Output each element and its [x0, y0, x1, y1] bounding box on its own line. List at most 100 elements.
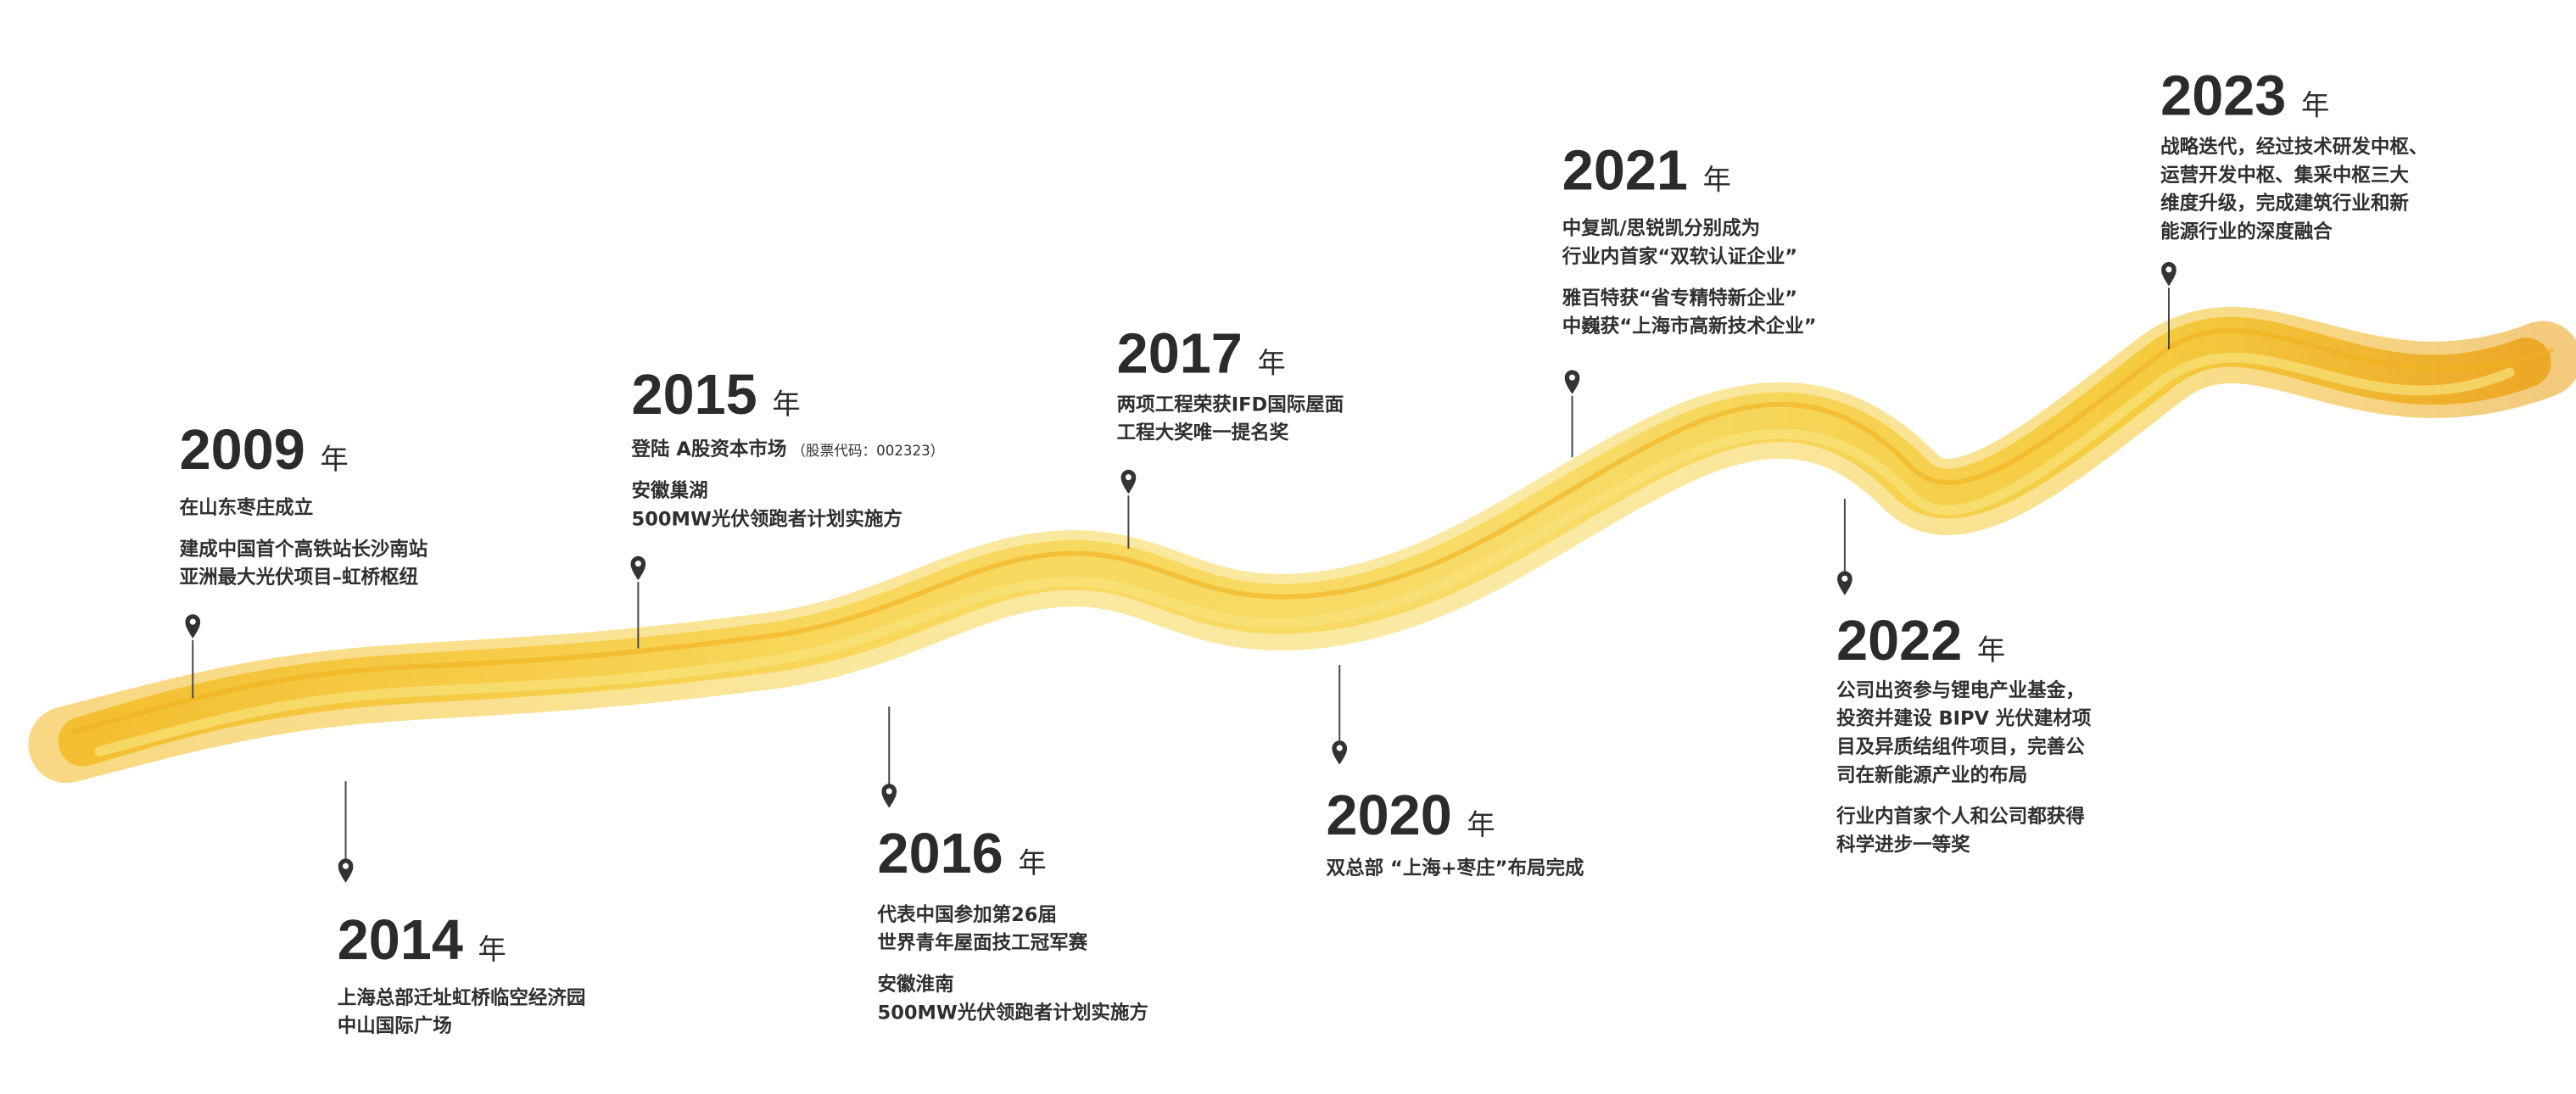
year: 2021 年	[1562, 140, 1731, 203]
pin-icon	[338, 858, 354, 883]
year: 2022 年	[1836, 610, 2005, 673]
pin-dot	[1569, 374, 1576, 381]
description-line: 上海总部迁址虹桥临空经济园	[338, 986, 586, 1009]
year-unit: 年	[478, 935, 506, 966]
description-line: 在山东枣庄成立	[180, 496, 314, 519]
description-text: 科学进步一等奖	[1836, 834, 1970, 857]
description-line: 两项工程荣获IFD国际屋面	[1117, 394, 1344, 416]
pin-dot	[2165, 266, 2172, 273]
pin-dot	[634, 561, 641, 567]
description-text: 中复凯/思锐凯分别成为	[1562, 217, 1760, 240]
description-line: 亚洲最大光伏项目–虹桥枢纽	[180, 566, 418, 589]
year-unit: 年	[772, 389, 800, 421]
note: （股票代码：002323）	[791, 443, 944, 459]
pin-icon	[1564, 370, 1580, 394]
description-line: 工程大奖唯一提名奖	[1117, 421, 1289, 444]
description-line: 行业内首家个人和公司都获得	[1836, 805, 2085, 828]
year: 2016 年	[878, 823, 1047, 885]
description-text: 500MW光伏领跑者计划实施方	[878, 1001, 1148, 1024]
description-line: 安徽淮南	[878, 973, 954, 996]
year-unit: 年	[1467, 810, 1495, 841]
description-text: 雅百特获“省专精特新企业”	[1562, 287, 1797, 310]
year: 2020 年	[1327, 784, 1495, 847]
description-line: 能源行业的深度融合	[2160, 220, 2333, 243]
milestones: 2009 年在山东枣庄成立建成中国首个高铁站长沙南站亚洲最大光伏项目–虹桥枢纽20…	[180, 65, 2428, 1038]
description-text: 能源行业的深度融合	[2160, 220, 2333, 243]
year-unit: 年	[1258, 348, 1286, 379]
pin-icon	[881, 784, 897, 808]
description-text: 投资并建设 BIPV 光伏建材项	[1836, 707, 2092, 730]
description-line: 登陆 A股资本市场 （股票代码：002323）	[631, 438, 945, 460]
milestone: 2015 年登陆 A股资本市场 （股票代码：002323） 安徽巢湖 500MW光伏领跑…	[630, 364, 945, 649]
description-line: 中巍获“上海市高新技术企业”	[1562, 315, 1817, 338]
description-text: 公司出资参与锂电产业基金，	[1836, 678, 2085, 701]
description-text: 世界青年屋面技工冠军赛	[878, 931, 1088, 954]
year-unit: 年	[1977, 635, 2005, 667]
year: 2014 年	[338, 909, 506, 972]
year-number: 2021	[1562, 140, 1688, 203]
pin-icon	[630, 555, 646, 581]
description-text: 两项工程荣获IFD国际屋面	[1117, 394, 1344, 416]
description-line: 中山国际广场	[338, 1014, 452, 1037]
year-number: 2017	[1117, 322, 1243, 385]
year-number: 2014	[338, 909, 463, 972]
description-text: 工程大奖唯一提名奖	[1117, 421, 1289, 444]
pin-icon	[1120, 469, 1137, 494]
pin-dot	[343, 862, 349, 869]
description-text: 登陆 A股资本市场	[631, 438, 787, 460]
description-line: 雅百特获“省专精特新企业”	[1562, 287, 1797, 310]
year: 2009 年	[180, 419, 349, 482]
description-line: 中复凯/思锐凯分别成为	[1562, 217, 1760, 240]
year: 2015 年	[632, 364, 801, 427]
year-unit: 年	[2301, 91, 2329, 122]
description-text: 行业内首家“双软认证企业”	[1562, 245, 1797, 268]
year-unit: 年	[320, 444, 348, 476]
description-line: 建成中国首个高铁站长沙南站	[180, 538, 428, 561]
year: 2023 年	[2160, 65, 2329, 128]
description-text: 中巍获“上海市高新技术企业”	[1562, 315, 1817, 338]
description-line: 双总部 “上海+枣庄”布局完成	[1327, 857, 1584, 879]
year: 2017 年	[1117, 322, 1286, 385]
description-line: 公司出资参与锂电产业基金，	[1836, 678, 2085, 701]
pin-dot	[1841, 575, 1848, 582]
brush-stroke	[28, 306, 2576, 784]
description-text: 在山东枣庄成立	[180, 496, 314, 519]
pin-icon	[185, 614, 201, 639]
pin-dot	[886, 788, 892, 795]
description-line: 运营开发中枢、集采中枢三大	[2160, 164, 2409, 187]
year-number: 2009	[180, 419, 305, 482]
milestone: 2023 年战略迭代，经过技术研发中枢、运营开发中枢、集采中枢三大维度升级，完成建…	[2160, 65, 2428, 349]
description-text: 代表中国参加第26届	[877, 903, 1057, 926]
description-line: 战略迭代，经过技术研发中枢、	[2160, 136, 2428, 159]
year-unit: 年	[1018, 848, 1046, 879]
description-line: 行业内首家“双软认证企业”	[1562, 245, 1797, 268]
description-line: 500MW光伏领跑者计划实施方	[878, 1001, 1148, 1024]
description-text: 双总部 “上海+枣庄”布局完成	[1327, 857, 1584, 879]
description-line: 代表中国参加第26届	[877, 903, 1057, 926]
description-line: 科学进步一等奖	[1836, 834, 1970, 857]
pin-dot	[1336, 745, 1343, 751]
description-text: 安徽淮南	[878, 973, 954, 996]
description-text: 上海总部迁址虹桥临空经济园	[338, 986, 586, 1009]
year-number: 2020	[1327, 784, 1452, 847]
description-text: 目及异质结组件项目，完善公	[1836, 735, 2085, 758]
description-text: 行业内首家个人和公司都获得	[1836, 805, 2085, 828]
year-number: 2023	[2160, 65, 2286, 128]
year-number: 2015	[632, 364, 757, 427]
description-text: 司在新能源产业的布局	[1836, 763, 2027, 786]
pin-dot	[189, 618, 196, 625]
year-number: 2016	[878, 823, 1003, 885]
pin-icon	[1837, 571, 1852, 595]
pin-dot	[1125, 474, 1132, 481]
description-text: 运营开发中枢、集采中枢三大	[2160, 164, 2409, 187]
description-line: 司在新能源产业的布局	[1836, 763, 2027, 786]
description-line: 500MW光伏领跑者计划实施方	[632, 508, 902, 531]
description-text: 安徽巢湖	[632, 479, 708, 502]
description-text: 维度升级，完成建筑行业和新	[2160, 192, 2409, 215]
